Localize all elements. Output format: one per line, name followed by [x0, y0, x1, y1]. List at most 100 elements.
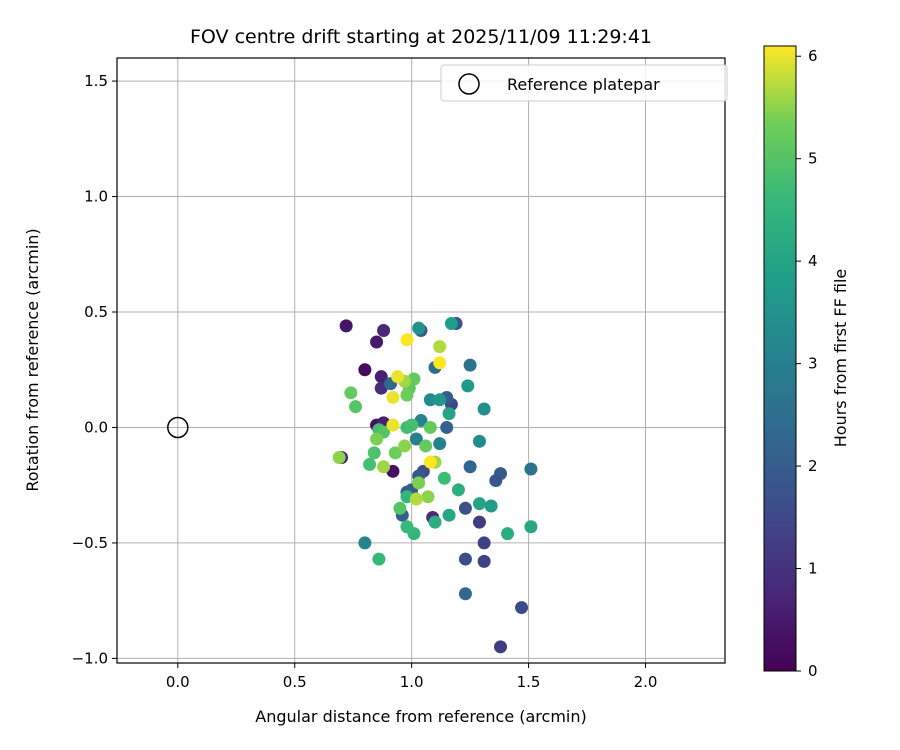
data-point: [428, 515, 442, 529]
chart-title: FOV centre drift starting at 2025/11/09 …: [190, 26, 652, 48]
data-point: [419, 439, 433, 453]
data-point: [463, 358, 477, 372]
y-tick-label: 1.5: [84, 72, 108, 90]
colorbar-tick-label: 3: [808, 355, 818, 373]
reference-platepar-marker: [167, 416, 189, 439]
y-tick-label: −0.5: [72, 534, 108, 552]
legend-open-circle-icon: [458, 73, 480, 95]
y-tick-label: −1.0: [72, 649, 108, 667]
legend-entry: Reference platepar: [507, 75, 660, 94]
data-point: [461, 379, 475, 393]
colorbar-tick-label: 2: [808, 457, 818, 475]
data-point: [386, 390, 400, 404]
data-point: [349, 400, 363, 414]
x-tick-label: 0.0: [166, 673, 190, 691]
data-point: [412, 321, 426, 335]
legend: Reference platepar: [440, 64, 728, 102]
data-point: [433, 437, 447, 451]
data-point: [524, 462, 538, 476]
plot-area: [117, 58, 725, 663]
data-point: [344, 386, 358, 400]
data-point: [477, 554, 491, 568]
x-tick-label: 0.5: [283, 673, 307, 691]
data-points: [332, 317, 538, 654]
data-point: [400, 333, 414, 347]
data-point: [472, 515, 486, 529]
colorbar-tick-label: 6: [808, 47, 818, 65]
data-point: [400, 388, 414, 402]
colorbar-tick-label: 5: [808, 150, 818, 168]
data-point: [400, 520, 414, 534]
data-point: [423, 455, 437, 469]
data-point: [524, 520, 538, 534]
x-tick-label: 1.5: [517, 673, 541, 691]
data-point: [367, 446, 381, 460]
data-point: [405, 418, 419, 432]
data-point: [472, 497, 486, 511]
data-point: [458, 587, 472, 601]
data-point: [393, 501, 407, 515]
colorbar: 0 1 2 3 4 5 6 Hours from first FF file: [763, 45, 850, 680]
x-axis-ticks: 0.0 0.5 1.0 1.5 2.0: [166, 663, 658, 691]
colorbar-ticks: 0 1 2 3 4 5 6: [796, 47, 818, 680]
data-point: [409, 492, 423, 506]
data-point: [484, 499, 498, 513]
data-point: [377, 460, 391, 474]
data-point: [358, 363, 372, 377]
data-point: [433, 356, 447, 370]
x-axis-label: Angular distance from reference (arcmin): [255, 707, 586, 726]
data-point: [421, 490, 435, 504]
x-tick-label: 1.0: [400, 673, 424, 691]
data-point: [370, 432, 384, 446]
data-point: [440, 420, 454, 434]
data-point: [451, 483, 465, 497]
data-point: [386, 418, 400, 432]
data-point: [463, 460, 477, 474]
data-point: [458, 552, 472, 566]
data-point: [442, 407, 456, 421]
data-point: [477, 536, 491, 550]
colorbar-tick-label: 1: [808, 560, 818, 578]
data-point: [412, 476, 426, 490]
data-point: [370, 335, 384, 349]
data-point: [339, 319, 353, 333]
data-point: [458, 501, 472, 515]
data-point: [423, 393, 437, 407]
y-axis-ticks: −1.0 −0.5 0.0 0.5 1.0 1.5: [72, 72, 117, 667]
data-point: [391, 370, 405, 384]
data-point: [332, 450, 346, 464]
data-point: [423, 420, 437, 434]
data-point: [433, 393, 447, 407]
data-point: [472, 434, 486, 448]
data-point: [398, 439, 412, 453]
data-point: [374, 370, 388, 384]
x-tick-label: 2.0: [634, 673, 658, 691]
legend-box: [440, 64, 728, 102]
data-point: [433, 340, 447, 354]
data-point: [442, 508, 456, 522]
y-tick-label: 0.0: [84, 418, 108, 436]
y-tick-label: 0.5: [84, 303, 108, 321]
data-point: [501, 527, 515, 541]
data-point: [377, 323, 391, 337]
data-point: [494, 640, 508, 654]
data-point: [363, 457, 377, 471]
data-point: [388, 446, 402, 460]
grid: [117, 58, 725, 663]
colorbar-tick-label: 4: [808, 252, 818, 270]
colorbar-tick-label: 0: [808, 662, 818, 680]
data-point: [489, 474, 503, 488]
y-tick-label: 1.0: [84, 188, 108, 206]
colorbar-label: Hours from first FF file: [831, 269, 850, 448]
data-point: [444, 317, 458, 331]
data-point: [358, 536, 372, 550]
data-point: [437, 471, 451, 485]
data-point: [409, 432, 423, 446]
plot-frame: [116, 57, 726, 664]
y-axis-label: Rotation from reference (arcmin): [23, 228, 42, 491]
data-point: [372, 552, 386, 566]
data-point: [515, 601, 529, 615]
data-point: [477, 402, 491, 416]
colorbar-gradient: [763, 45, 797, 672]
